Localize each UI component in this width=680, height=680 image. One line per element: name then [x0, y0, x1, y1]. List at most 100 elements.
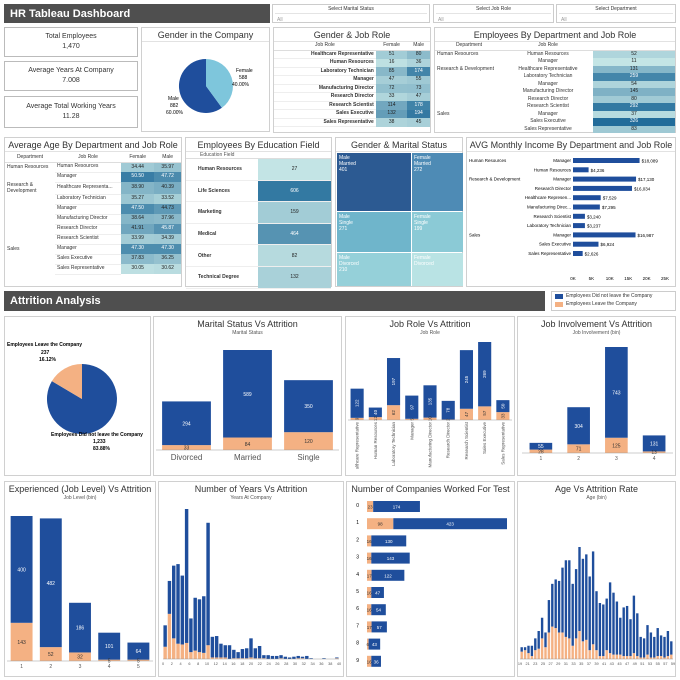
- edu-row[interactable]: Medical 464: [186, 223, 331, 246]
- bar-stay[interactable]: [275, 655, 279, 659]
- bar-leave[interactable]: [206, 645, 210, 659]
- bar-stay[interactable]: [619, 617, 622, 655]
- table-row[interactable]: Sales Executive 326: [435, 118, 675, 126]
- bar-leave[interactable]: [591, 644, 595, 659]
- table-row[interactable]: Research Director 33 47: [274, 92, 430, 102]
- table-row[interactable]: Manager 50.50 47.72: [5, 172, 181, 183]
- bar-leave[interactable]: [578, 631, 581, 659]
- bar-leave[interactable]: [585, 639, 588, 659]
- treemap-female-married[interactable]: Female Married 272: [412, 153, 463, 211]
- bar-stay[interactable]: [595, 591, 598, 651]
- bar-stay[interactable]: [210, 636, 215, 658]
- bar-stay[interactable]: [537, 631, 540, 649]
- bar-stay[interactable]: [629, 619, 632, 657]
- bar-leave[interactable]: [232, 658, 236, 659]
- bar-leave[interactable]: [69, 652, 91, 661]
- bar-leave[interactable]: [244, 658, 249, 659]
- bar-stay[interactable]: [371, 535, 407, 547]
- bar-stay[interactable]: [373, 501, 420, 512]
- bar-leave[interactable]: [386, 405, 401, 420]
- bar-stay[interactable]: [608, 582, 612, 654]
- bar-stay[interactable]: [622, 607, 625, 657]
- bar-leave[interactable]: [197, 652, 202, 659]
- bar-stay[interactable]: [335, 657, 339, 659]
- edu-row[interactable]: Other 82: [186, 245, 331, 267]
- bar-leave[interactable]: [193, 650, 197, 659]
- table-row[interactable]: Research & Development Healthcare Represe…: [5, 182, 181, 195]
- bar-leave[interactable]: [595, 650, 598, 659]
- bar-stay[interactable]: [615, 601, 619, 655]
- income-bar[interactable]: [573, 213, 585, 219]
- bar-stay[interactable]: [581, 558, 585, 642]
- bar-stay[interactable]: [219, 643, 223, 658]
- bar-stay[interactable]: [283, 656, 288, 659]
- bar-leave[interactable]: [223, 437, 272, 450]
- bar-leave[interactable]: [636, 656, 639, 659]
- table-row[interactable]: Manager 47 55: [274, 75, 430, 85]
- bar-stay[interactable]: [184, 509, 189, 643]
- bar-stay[interactable]: [636, 613, 639, 657]
- bar-stay[interactable]: [557, 580, 561, 633]
- bar-stay[interactable]: [266, 655, 270, 659]
- bar-stay[interactable]: [253, 648, 258, 659]
- bar-stay[interactable]: [371, 569, 405, 581]
- bar-stay[interactable]: [496, 400, 510, 413]
- bar-leave[interactable]: [167, 613, 172, 659]
- bar-leave[interactable]: [561, 632, 564, 659]
- edu-row[interactable]: Life Sciences 606: [186, 180, 331, 203]
- table-row[interactable]: Manufacturing Director 145: [435, 88, 675, 96]
- bar-stay[interactable]: [663, 636, 666, 658]
- bar-stay[interactable]: [284, 380, 333, 433]
- table-row[interactable]: Research Scientist 33.99 34.39: [5, 234, 181, 245]
- bar-stay[interactable]: [441, 400, 455, 420]
- income-bar[interactable]: [573, 158, 640, 163]
- bar-stay[interactable]: [659, 635, 663, 657]
- income-bar[interactable]: [573, 232, 636, 238]
- bar-stay[interactable]: [612, 592, 615, 655]
- bar-stay[interactable]: [540, 617, 544, 639]
- bar-stay[interactable]: [368, 638, 381, 650]
- bar-stay[interactable]: [244, 648, 249, 659]
- edu-row[interactable]: Technical Degree 132: [186, 266, 331, 289]
- bar-stay[interactable]: [632, 595, 636, 654]
- bar-leave[interactable]: [659, 656, 663, 659]
- bar-stay[interactable]: [236, 652, 240, 659]
- bar-stay[interactable]: [561, 567, 564, 633]
- income-bar[interactable]: [573, 251, 583, 256]
- bar-stay[interactable]: [568, 560, 571, 639]
- bar-stay[interactable]: [371, 587, 384, 598]
- bar-leave[interactable]: [574, 638, 578, 659]
- bar-leave[interactable]: [639, 657, 642, 659]
- treemap-female-single[interactable]: Female Single 199: [412, 212, 463, 252]
- bar-leave[interactable]: [646, 654, 649, 659]
- bar-stay[interactable]: [544, 632, 547, 648]
- bar-leave[interactable]: [262, 658, 266, 659]
- bar-leave[interactable]: [520, 651, 523, 659]
- bar-leave[interactable]: [459, 408, 474, 420]
- legend-item-stay[interactable]: Employees Did not leave the Company: [552, 292, 675, 300]
- bar-stay[interactable]: [585, 554, 588, 640]
- bar-stay[interactable]: [350, 388, 364, 418]
- filter-value[interactable]: All: [436, 13, 551, 23]
- bar-stay[interactable]: [574, 569, 578, 639]
- table-row[interactable]: Research Scientist 114 178: [274, 101, 430, 110]
- bar-leave[interactable]: [367, 638, 369, 650]
- bar-stay[interactable]: [653, 636, 656, 658]
- bar-stay[interactable]: [605, 347, 628, 438]
- bar-leave[interactable]: [612, 654, 615, 659]
- bar-stay[interactable]: [649, 632, 653, 658]
- income-bar[interactable]: [573, 223, 585, 229]
- bar-stay[interactable]: [547, 600, 551, 633]
- bar-stay[interactable]: [262, 655, 266, 659]
- bar-leave[interactable]: [622, 656, 625, 659]
- bar-leave[interactable]: [615, 654, 619, 659]
- bar-leave[interactable]: [405, 418, 419, 420]
- bar-stay[interactable]: [393, 518, 507, 530]
- bar-leave[interactable]: [527, 653, 530, 659]
- bar-leave[interactable]: [98, 659, 121, 661]
- bar-stay[interactable]: [578, 547, 581, 631]
- table-row[interactable]: Sales Representative 30.05 30.62: [5, 264, 181, 275]
- bar-stay[interactable]: [197, 599, 202, 653]
- bar-stay[interactable]: [172, 565, 176, 639]
- bar-leave[interactable]: [257, 658, 262, 659]
